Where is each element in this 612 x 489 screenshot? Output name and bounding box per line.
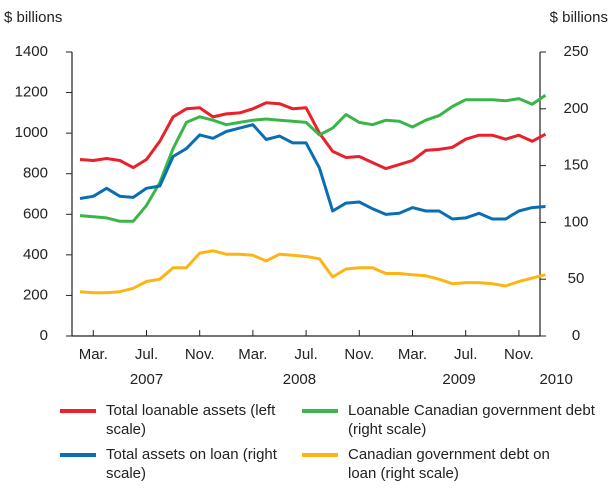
x-tick-label: Mar. (398, 346, 427, 363)
year-label: 2008 (283, 371, 316, 388)
legend-label: Loanable Canadian government debt (right… (348, 402, 595, 438)
x-tick-label: Jul. (135, 346, 158, 363)
x-tick-label: Jul. (454, 346, 477, 363)
y-tick-label: 1400 (15, 43, 48, 60)
y-tick-label: 200 (23, 286, 48, 303)
legend-item: Total assets on loan (right scale) (60, 445, 281, 483)
legend-label: Canadian government debt on loan (right … (348, 446, 550, 482)
legend: Total loanable assets (left scale) Loanab… (0, 395, 612, 489)
y2-tick-label: 50 (568, 270, 585, 287)
legend-item: Loanable Canadian government debt (right… (302, 401, 598, 439)
y2-axis-label: $ billions (550, 9, 608, 26)
legend-swatch (302, 453, 338, 457)
x-tick-label: Nov. (344, 346, 374, 363)
x-tick-label: Nov. (185, 346, 215, 363)
y-tick-label: 800 (23, 165, 48, 182)
y-tick-label: 1200 (15, 84, 48, 101)
y2-tick-label: 250 (563, 43, 588, 60)
x-tick-label: Mar. (79, 346, 108, 363)
year-label: 2010 (539, 371, 572, 388)
legend-item: Total loanable assets (left scale) (60, 401, 281, 439)
legend-label: Total loanable assets (left scale) (106, 402, 276, 438)
y2-tick-label: 200 (563, 100, 588, 117)
x-tick-label: Jul. (294, 346, 317, 363)
legend-swatch (60, 409, 96, 413)
y2-tick-label: 100 (563, 213, 588, 230)
legend-swatch (60, 453, 96, 457)
x-tick-label: Mar. (238, 346, 267, 363)
year-label: 2007 (130, 371, 163, 388)
y-tick-label: 400 (23, 246, 48, 263)
y-tick-label: 0 (40, 327, 48, 344)
legend-label: Total assets on loan (right scale) (106, 446, 277, 482)
y2-tick-label: 150 (563, 157, 588, 174)
year-label: 2009 (442, 371, 475, 388)
legend-item: Canadian government debt on loan (right … (302, 445, 563, 483)
chart: $ billions $ billions 020040060080010001… (4, 9, 608, 388)
series-line (79, 101, 547, 171)
y-tick-label: 600 (23, 205, 48, 222)
y2-tick-label: 0 (572, 327, 580, 344)
y-tick-label: 1000 (15, 124, 48, 141)
legend-swatch (302, 409, 338, 413)
series-line (79, 249, 546, 295)
x-tick-label: Nov. (504, 346, 534, 363)
y-axis-label: $ billions (4, 9, 62, 26)
series-line (79, 123, 546, 221)
